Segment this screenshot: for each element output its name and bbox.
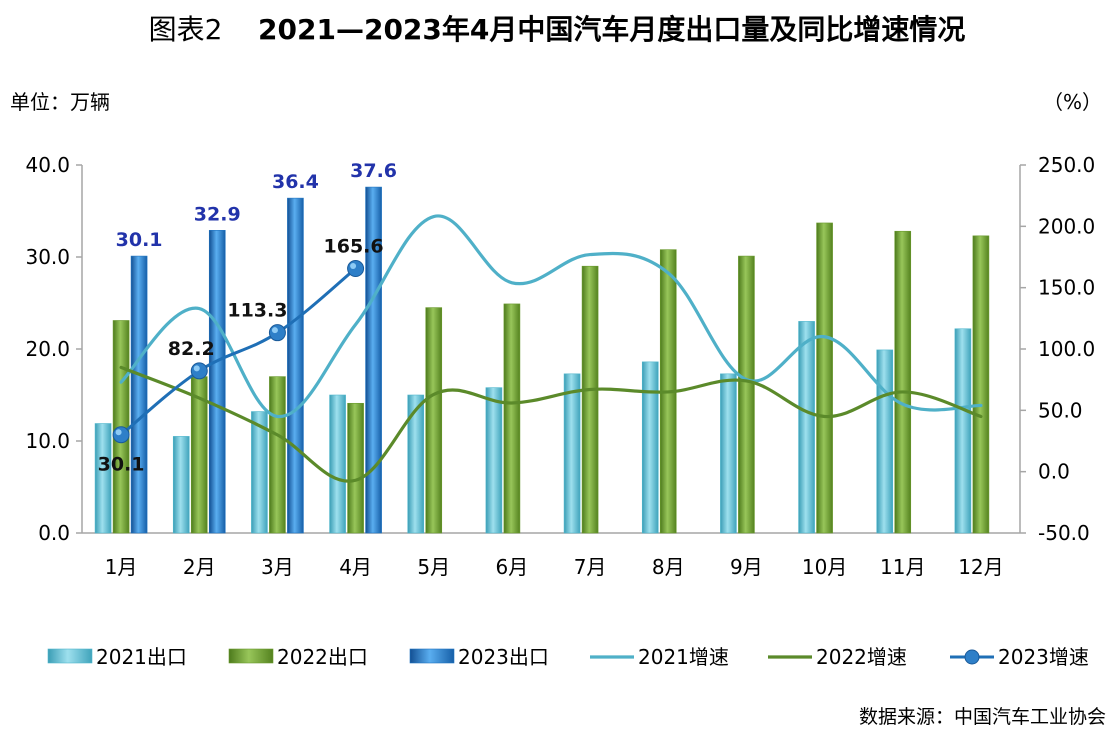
- line-2023-label: 165.6: [324, 236, 384, 258]
- chart-title: 图表2 2021—2023年4月中国汽车月度出口量及同比增速情况: [0, 8, 1114, 48]
- legend-label: 2021增速: [638, 645, 729, 669]
- bar-2021-export: [485, 387, 503, 534]
- legend-label: 2023增速: [998, 645, 1089, 669]
- left-tick-label: 10.0: [25, 429, 70, 453]
- bar-2023-export: [287, 197, 304, 534]
- bar-2021-export: [876, 349, 894, 534]
- marker-highlight: [115, 429, 122, 436]
- x-tick-label: 5月: [417, 555, 450, 579]
- bar-2021-export: [329, 394, 346, 534]
- legend-label: 2021出口: [96, 645, 187, 669]
- right-tick-label: -50.0: [1038, 521, 1090, 545]
- bar-2022-export: [894, 230, 912, 534]
- marker-highlight: [350, 263, 357, 270]
- bar-2022-export: [738, 255, 755, 534]
- right-tick-label: 150.0: [1038, 276, 1095, 300]
- left-tick-label: 0.0: [38, 521, 70, 545]
- bar-2021-export: [94, 423, 112, 534]
- x-tick-label: 12月: [958, 555, 1003, 579]
- data-source: 数据来源：中国汽车工业协会: [858, 706, 1106, 728]
- legend-swatch-marker: [964, 649, 980, 665]
- bar-2023-export: [208, 230, 226, 534]
- legend: 2021出口 2022出口 2023出口 2021增速 2022增速 2023增速: [47, 645, 1089, 669]
- bar-2023-label: 36.4: [272, 171, 319, 193]
- x-tick-label: 7月: [574, 555, 607, 579]
- title-main: 2021—2023年4月中国汽车月度出口量及同比增速情况: [258, 13, 966, 46]
- marker-highlight: [193, 365, 200, 372]
- legend-label: 2022出口: [277, 645, 368, 669]
- bar-2023-export: [130, 255, 148, 534]
- x-tick-label: 4月: [339, 555, 372, 579]
- line-2023-marker: [268, 324, 286, 342]
- bar-2021-export: [798, 321, 815, 534]
- data-labels: 30.1 32.9 36.4 37.6 30.1 82.2 113.3 165.6: [98, 160, 397, 476]
- line-2023-marker: [190, 362, 208, 380]
- x-tick-label: 11月: [880, 555, 925, 579]
- legend-swatch-bar: [47, 648, 93, 664]
- right-tick-label: 100.0: [1038, 337, 1095, 361]
- bar-2021-export: [251, 411, 268, 534]
- left-tick-label: 20.0: [25, 337, 70, 361]
- title-prefix: 图表2: [148, 13, 223, 46]
- bar-2023-label: 32.9: [194, 203, 241, 225]
- bar-2021-export: [407, 394, 425, 534]
- bar-2022-export: [816, 222, 833, 534]
- x-tick-label: 1月: [105, 555, 138, 579]
- bar-2022-export: [347, 402, 364, 534]
- line-2022-growth: [119, 365, 983, 483]
- bar-2022-export: [503, 303, 521, 534]
- x-tick-label: 10月: [802, 555, 847, 579]
- right-tick-label: 50.0: [1038, 398, 1083, 422]
- x-tick-label: 2月: [183, 555, 216, 579]
- line-2023-label: 82.2: [168, 338, 215, 360]
- line-2023-marker: [112, 426, 130, 444]
- right-tick-label: 250.0: [1038, 153, 1095, 177]
- bar-2021-export: [954, 328, 972, 534]
- bar-2022-export: [425, 307, 443, 534]
- bar-2022-export: [581, 265, 599, 534]
- bar-2021-export: [563, 373, 581, 534]
- legend-swatch-bar: [228, 648, 274, 664]
- x-tick-label: 9月: [730, 555, 763, 579]
- line-2023-growth: [119, 267, 358, 437]
- legend-swatch-bar: [409, 648, 455, 664]
- legend-label: 2023出口: [458, 645, 549, 669]
- left-axis-unit: 单位：万辆: [10, 90, 110, 114]
- x-tick-label: 3月: [261, 555, 294, 579]
- line-2023-label: 30.1: [98, 454, 145, 476]
- bar-2021-export: [172, 436, 190, 534]
- x-tick-label: 6月: [496, 555, 529, 579]
- bar-2021-export: [641, 361, 659, 534]
- line-2023-label: 113.3: [227, 300, 287, 322]
- right-tick-label: 0.0: [1038, 460, 1070, 484]
- legend-label: 2022增速: [816, 645, 907, 669]
- bar-2022-export: [269, 376, 286, 534]
- line-2021-growth: [119, 214, 983, 419]
- bar-2023-export: [365, 186, 382, 534]
- bar-2022-export: [972, 235, 990, 534]
- right-axis-unit: （%）: [1042, 90, 1102, 114]
- right-tick-label: 200.0: [1038, 214, 1095, 238]
- bar-2023-label: 30.1: [116, 229, 163, 251]
- axes: 0.0 10.0 20.0 30.0 40.0 -50.0 0.0 50.0 100.0 150.…: [25, 153, 1095, 579]
- bar-2023-label: 37.6: [350, 160, 397, 182]
- left-tick-label: 30.0: [25, 245, 70, 269]
- line-2023-marker: [347, 260, 365, 278]
- x-tick-label: 8月: [652, 555, 685, 579]
- marker-highlight: [271, 327, 278, 334]
- lines: [112, 214, 983, 483]
- left-tick-label: 40.0: [25, 153, 70, 177]
- bar-2021-export: [720, 373, 737, 534]
- bars: [94, 186, 990, 534]
